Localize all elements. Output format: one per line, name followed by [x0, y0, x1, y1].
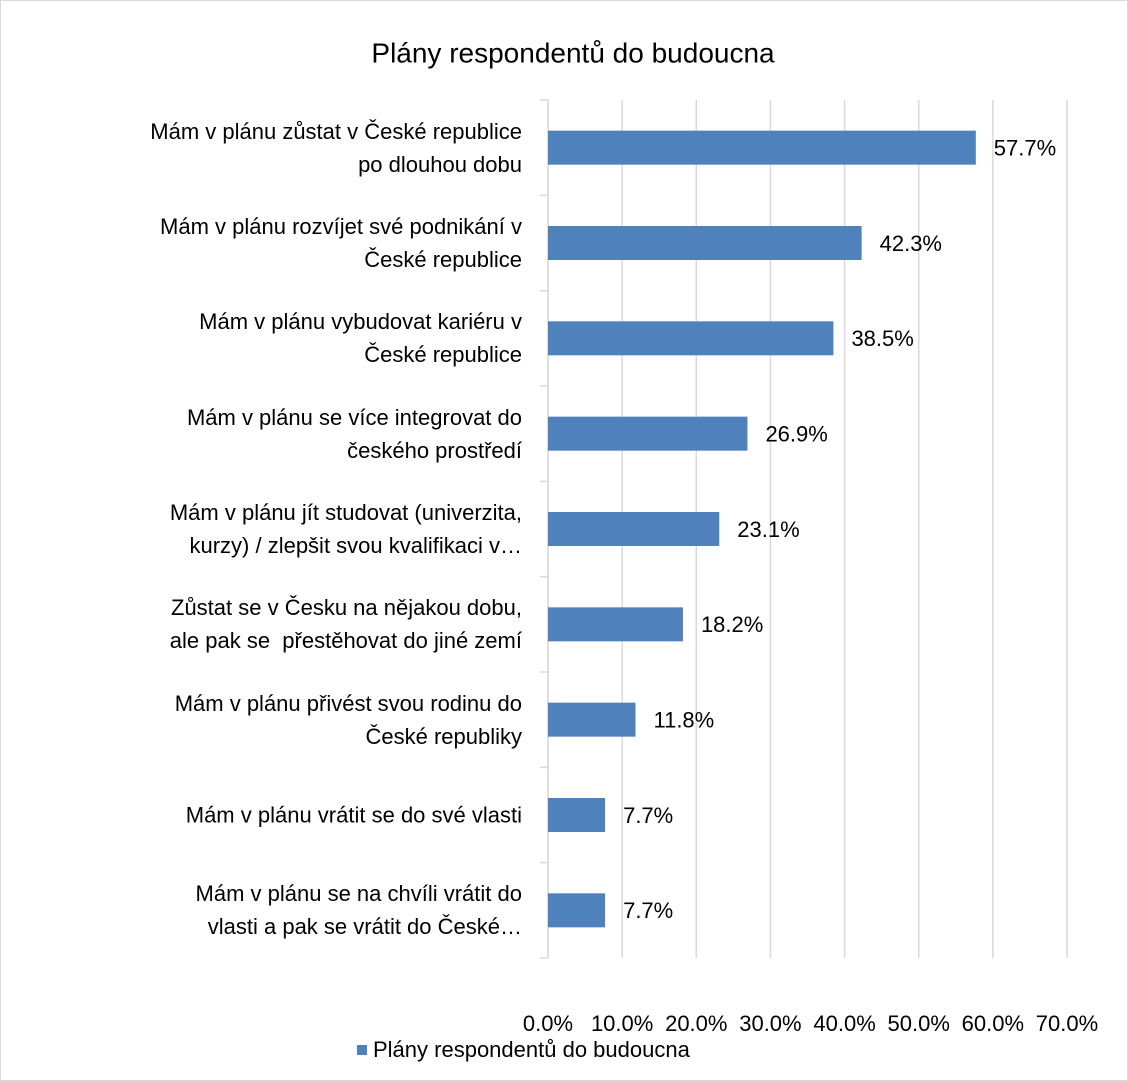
data-label: 38.5%	[851, 326, 913, 351]
bar	[548, 321, 834, 356]
y-tick-label: Mám v plánu vybudovat kariéru v České re…	[199, 309, 522, 368]
data-label: 26.9%	[765, 421, 827, 446]
data-label: 57.7%	[994, 135, 1056, 160]
y-tick-label: Mám v plánu jít studovat (univerzita, ku…	[169, 500, 522, 558]
data-label: 23.1%	[737, 517, 799, 542]
y-tick-label: Mám v plánu přivést svou rodinu do České…	[174, 690, 522, 749]
x-tick-label: 0.0%	[523, 1011, 573, 1036]
y-tick-label: Mám v plánu rozvíjet své podnikání v Čes…	[160, 214, 522, 272]
chart-title: Plány respondentů do budoucna	[371, 37, 775, 68]
bar	[548, 416, 748, 451]
x-tick-label: 20.0%	[665, 1011, 727, 1036]
y-tick-label: Zůstat se v Česku na nějakou dobu, ale p…	[169, 595, 522, 654]
data-label: 42.3%	[880, 231, 942, 256]
x-tick-label: 40.0%	[813, 1011, 875, 1036]
x-tick-label: 70.0%	[1036, 1011, 1098, 1036]
data-label: 11.8%	[653, 707, 714, 732]
y-tick-label: Mám v plánu se více integrovat do českéh…	[186, 404, 522, 463]
x-tick-label: 50.0%	[888, 1011, 950, 1036]
y-tick-label: Mám v plánu se na chvíli vrátit do vlast…	[195, 881, 522, 940]
bar	[548, 702, 636, 737]
data-label: 7.7%	[623, 803, 673, 828]
bar	[548, 226, 862, 260]
data-label: 18.2%	[701, 612, 763, 637]
y-tick-label: Mám v plánu vrátit se do své vlasti	[185, 802, 522, 828]
bar	[548, 798, 606, 832]
bar	[548, 893, 606, 928]
data-label: 7.7%	[623, 898, 673, 923]
bar	[548, 512, 720, 546]
x-tick-label: 30.0%	[739, 1011, 801, 1036]
x-tick-label: 60.0%	[962, 1011, 1024, 1036]
bar	[548, 607, 683, 642]
legend-swatch	[357, 1045, 367, 1055]
x-tick-label: 10.0%	[591, 1011, 653, 1036]
legend-label: Plány respondentů do budoucna	[373, 1037, 691, 1062]
y-tick-label: Mám v plánu zůstat v České republice po …	[150, 118, 522, 177]
bar	[548, 130, 976, 165]
